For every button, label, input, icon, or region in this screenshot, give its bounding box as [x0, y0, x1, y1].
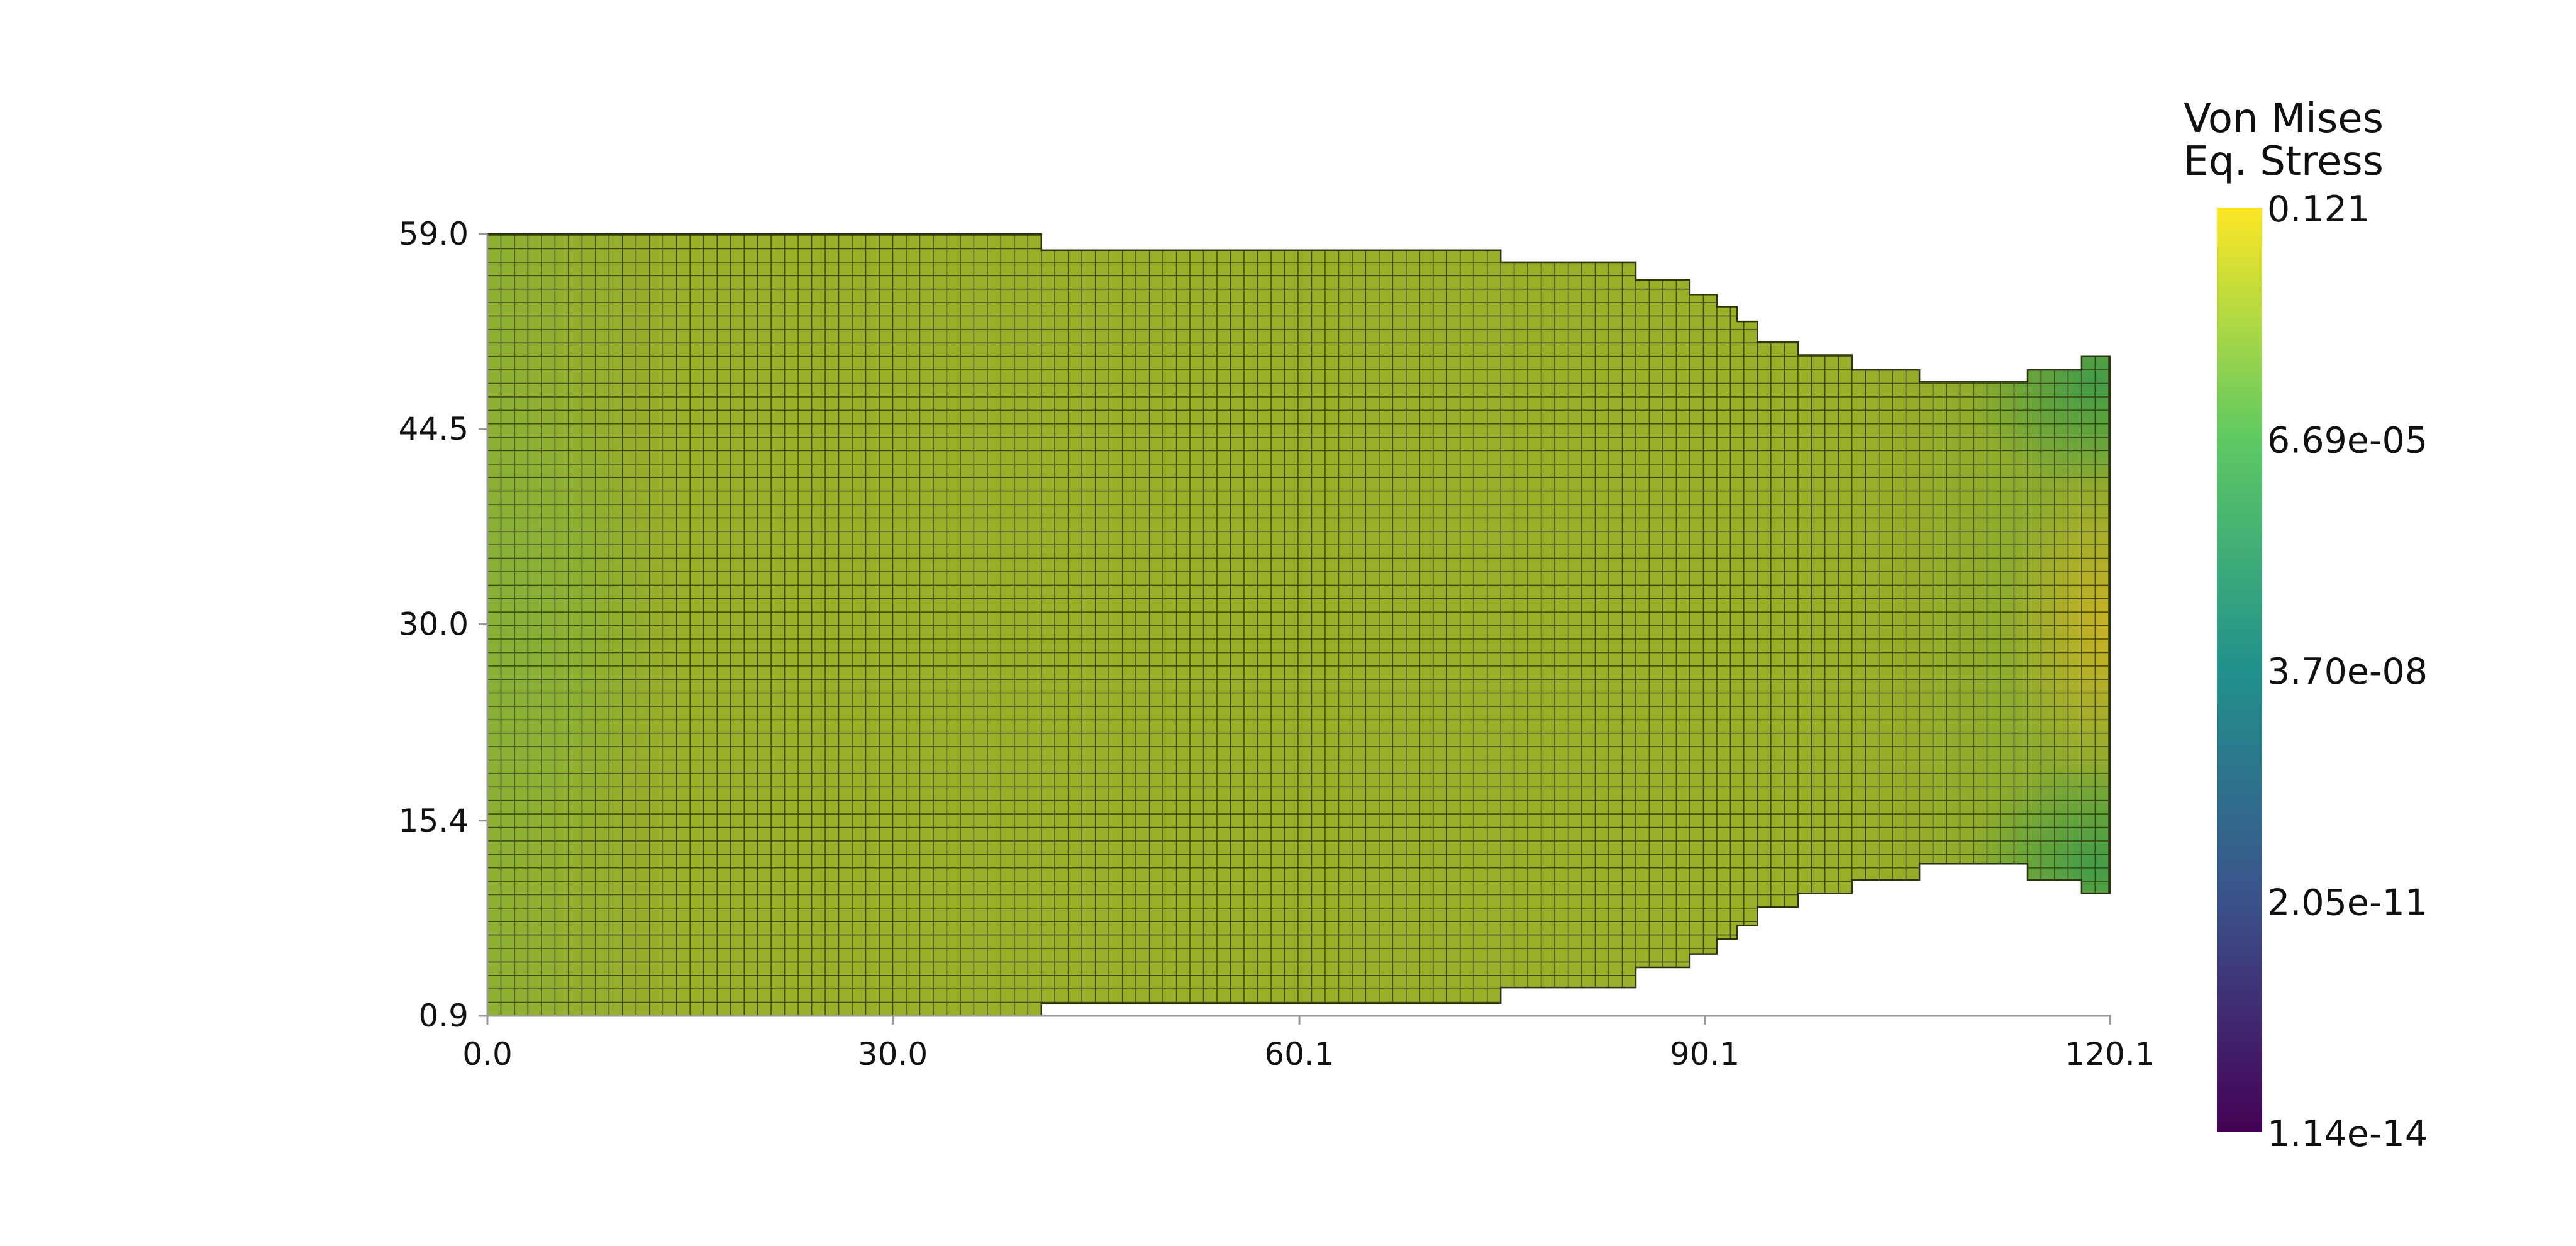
y-tick-label: 0.9 [418, 998, 469, 1034]
colorbar-label: 0.121 [2267, 189, 2370, 230]
colorbar-label: 3.70e-08 [2267, 651, 2428, 693]
colorbar [2217, 208, 2262, 1132]
x-tick-label: 120.1 [2065, 1036, 2155, 1072]
y-tick-label: 44.5 [399, 411, 469, 447]
mesh-outline [486, 233, 2111, 1017]
mesh-grid-lines [487, 234, 2110, 1016]
y-tick-label: 15.4 [399, 803, 469, 839]
axes: 0.0 30.0 60.1 90.1 120.1 0.9 15.4 30.0 44.5 59.0 [399, 216, 2155, 1072]
y-tick-label: 30.0 [399, 606, 469, 642]
colorbar-label: 1.14e-14 [2267, 1113, 2428, 1155]
x-tick-label: 90.1 [1670, 1036, 1740, 1072]
x-tick-label: 60.1 [1264, 1036, 1334, 1072]
mesh-body [486, 233, 2111, 1017]
colorbar-title-line: Von Mises [2184, 96, 2384, 142]
mesh-fill-group [487, 234, 2110, 1016]
x-tick-label: 30.0 [858, 1036, 928, 1072]
x-tick-label: 0.0 [462, 1036, 513, 1072]
colorbar-label: 6.69e-05 [2267, 420, 2428, 462]
stress-field-right-hotspot [2003, 448, 2110, 801]
colorbar-label: 2.05e-11 [2267, 882, 2428, 924]
y-tick-label: 59.0 [399, 216, 469, 252]
colorbar-title-line: Eq. Stress [2184, 138, 2384, 185]
